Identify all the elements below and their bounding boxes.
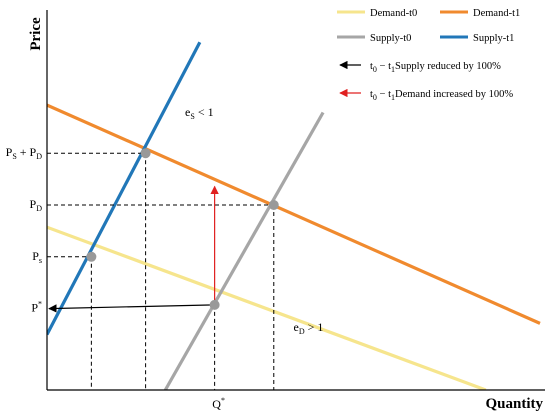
legend: Demand-t0 Demand-t1 Supply-t0 Supply-t1 t0 −… — [337, 8, 520, 102]
legend-note-label: t0 − t1Demand increased by 100% — [370, 89, 513, 102]
intersection-point — [140, 148, 151, 159]
points-layer — [86, 148, 279, 310]
labels-layer: Price Quantity PS + PD PD Ps P* Q* eS < 1 eD > 1 — [6, 17, 544, 412]
intersection-point — [209, 299, 220, 310]
legend-label: Supply-t0 — [370, 33, 411, 44]
legend-label: Demand-t1 — [473, 8, 520, 19]
y-tick-label: PD — [30, 197, 43, 213]
legend-label: Demand-t0 — [370, 8, 417, 19]
series-line-supply-t0 — [163, 111, 325, 390]
series-line-supply-t1 — [47, 41, 202, 336]
guide-lines-layer — [47, 152, 275, 390]
legend-label: Supply-t1 — [473, 33, 514, 44]
arrows-layer — [48, 185, 219, 313]
intersection-point — [86, 251, 97, 262]
legend-note-label: t0 − t1Supply reduced by 100% — [370, 61, 501, 74]
intersection-point — [268, 200, 279, 210]
series-line-demand-t0 — [47, 225, 487, 390]
axes-layer — [46, 10, 545, 391]
series-layer — [47, 41, 541, 390]
y-tick-label: PS + PD — [6, 145, 43, 161]
elasticity-annotation: eS < 1 — [185, 105, 214, 121]
x-tick-label: Q* — [212, 396, 225, 411]
y-tick-label: P* — [31, 300, 42, 315]
supply-shift-arrow — [48, 304, 215, 313]
y-axis-title: Price — [28, 17, 44, 51]
x-axis-title: Quantity — [485, 396, 543, 412]
y-tick-label: Ps — [32, 249, 42, 265]
series-line-demand-t1 — [47, 103, 541, 325]
elasticity-annotation: eD > 1 — [294, 320, 324, 336]
